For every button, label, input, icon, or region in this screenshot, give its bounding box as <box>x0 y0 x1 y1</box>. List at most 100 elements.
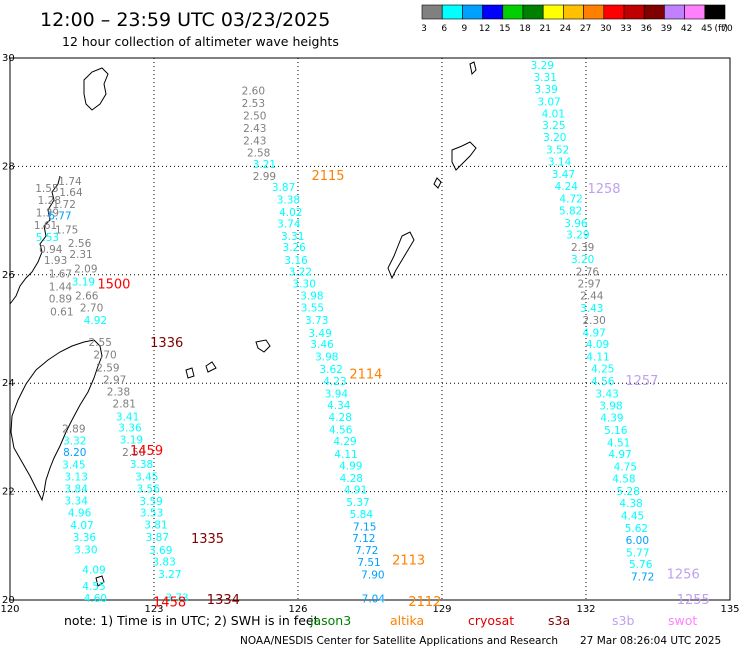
coastline <box>9 61 477 587</box>
pass-number-label: 2115 <box>311 169 344 184</box>
wave-height-value: 1.93 <box>44 255 67 267</box>
wave-height-value: 4.45 <box>621 510 644 522</box>
wave-height-value: 3.20 <box>543 132 566 144</box>
colorbar-swatch <box>522 4 544 20</box>
pass-number-label: 1256 <box>667 567 700 582</box>
wave-height-value: 1.61 <box>34 220 57 232</box>
colorbar-swatch <box>704 4 726 20</box>
wave-height-value: 3.27 <box>158 569 181 581</box>
wave-height-value: 3.26 <box>282 242 306 254</box>
wave-height-value: 3.94 <box>325 388 349 400</box>
wave-height-value: 2.44 <box>580 290 604 302</box>
wave-height-value: 4.91 <box>344 484 367 496</box>
colorbar-swatch <box>421 4 443 20</box>
wave-height-value: 3.84 <box>65 483 89 495</box>
wave-height-value: 2.60 <box>242 86 265 98</box>
wave-height-value: 3.13 <box>65 471 88 483</box>
wave-height-value: 4.11 <box>334 449 357 461</box>
colorbar-unit: (ft) <box>714 24 728 34</box>
wave-height-value: 2.66 <box>75 290 99 302</box>
colorbar-label: 45 <box>701 24 712 34</box>
wave-height-value: 3.87 <box>272 182 295 194</box>
satellite-swot-label: swot <box>668 613 697 628</box>
wave-height-value: 3.36 <box>118 423 142 435</box>
footer-timestamp: 27 Mar 08:26:04 UTC 2025 <box>580 635 721 647</box>
pass-number-label: 1500 <box>97 277 130 292</box>
wave-height-value: 3.45 <box>62 460 85 472</box>
wave-height-value: 4.60 <box>84 593 107 605</box>
pass-number-label: 2113 <box>392 553 425 568</box>
wave-height-value: 2.38 <box>107 386 130 398</box>
colorbar-label: 3 <box>421 24 427 34</box>
x-tick-label: 135 <box>720 604 739 615</box>
wave-height-value: 3.73 <box>165 592 188 604</box>
colorbar-label: 70 <box>721 24 733 34</box>
wave-height-value: 6.00 <box>626 535 649 547</box>
wave-height-value: 1.39 <box>36 207 59 219</box>
wave-height-value: 3.29 <box>566 230 589 242</box>
wave-height-value: 1.28 <box>38 195 61 207</box>
pass-number-label: 1336 <box>150 336 183 351</box>
wave-height-value: 2.59 <box>96 362 119 374</box>
satellite-s3a-label: s3a <box>548 613 570 628</box>
colorbar-label: 39 <box>661 24 673 34</box>
wave-height-value: 7.51 <box>357 557 380 569</box>
wave-height-value: 2.58 <box>247 147 270 159</box>
wave-height-value: 4.01 <box>542 108 565 120</box>
wave-height-value: 3.45 <box>135 471 158 483</box>
wave-height-value: 4.55 <box>82 581 105 593</box>
wave-height-value: 5.82 <box>559 205 582 217</box>
wave-height-value: 2.70 <box>93 349 116 361</box>
colorbar-label: 6 <box>441 24 447 34</box>
wave-height-value: 3.30 <box>74 545 97 557</box>
pass-number-label: 1258 <box>587 182 620 197</box>
wave-height-value: 0.89 <box>49 294 72 306</box>
wave-height-value: 2.31 <box>69 249 92 261</box>
wave-height-value: 4.58 <box>612 474 635 486</box>
y-tick-label: 26 <box>2 270 15 281</box>
wave-height-value: 3.21 <box>253 159 276 171</box>
colorbar-swatch <box>643 4 665 20</box>
satellite-cryosat-label: cryosat <box>468 613 514 628</box>
wave-height-value: 3.22 <box>289 267 312 279</box>
wave-height-value: 7.72 <box>631 572 654 584</box>
wave-height-value: 2.30 <box>582 315 605 327</box>
wave-height-value: 2.89 <box>62 424 85 436</box>
wave-height-value: 3.25 <box>542 120 565 132</box>
wave-height-value: 5.16 <box>604 425 628 437</box>
wave-height-values: 2.602.532.502.432.432.583.212.993.873.38… <box>34 60 655 605</box>
korea-japan-islands <box>83 61 477 587</box>
wave-height-value: 4.92 <box>84 315 107 327</box>
wave-height-value: 3.43 <box>595 388 618 400</box>
wave-height-value: 3.98 <box>315 352 338 364</box>
wave-height-value: 3.19 <box>120 435 143 447</box>
wave-height-value: 1.55 <box>35 183 58 195</box>
colorbar-label: 30 <box>600 24 612 34</box>
wave-height-value: 3.83 <box>152 557 175 569</box>
colorbar-label: 9 <box>462 24 468 34</box>
lat-lon-grid <box>10 58 730 600</box>
wave-height-value: 3.38 <box>277 194 300 206</box>
wave-height-value: 8.20 <box>63 447 86 459</box>
wave-height-value: 4.28 <box>329 412 352 424</box>
satellite-altika-label: altika <box>390 613 424 628</box>
wave-height-value: 3.19 <box>72 276 95 288</box>
colorbar-swatch <box>603 4 625 20</box>
colorbar-label: 24 <box>560 24 572 34</box>
colorbar-swatch <box>482 4 504 20</box>
wave-height-value: 3.46 <box>310 339 334 351</box>
wave-height-value: 4.38 <box>619 498 642 510</box>
wave-height-value: 2.09 <box>74 263 97 275</box>
satellite-legend: jason3 altika cryosat s3a s3b swot <box>309 613 697 628</box>
wave-height-value: 7.12 <box>352 533 375 545</box>
colorbar-label: 33 <box>620 24 631 34</box>
wave-height-value: 7.15 <box>353 521 376 533</box>
wave-height-value: 2.70 <box>80 302 103 314</box>
wave-height-value: 3.20 <box>571 254 594 266</box>
china-coastline <box>9 175 61 305</box>
wave-height-value: 1.75 <box>55 224 78 236</box>
wave-height-value: 3.34 <box>65 495 89 507</box>
colorbar-swatch <box>542 4 564 20</box>
wave-height-value: 4.25 <box>591 364 614 376</box>
